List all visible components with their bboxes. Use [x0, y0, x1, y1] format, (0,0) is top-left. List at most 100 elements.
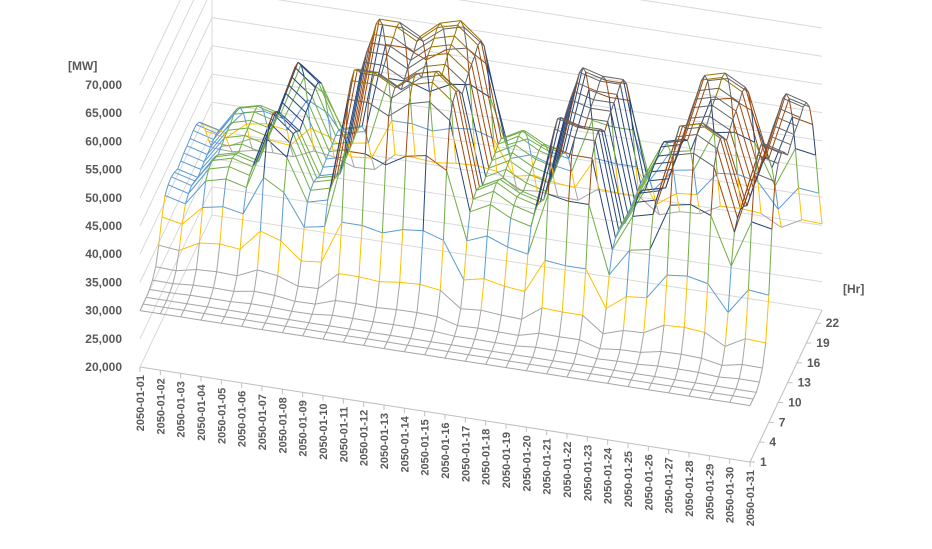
- surface-segment: [572, 155, 592, 158]
- surface-segment: [641, 333, 644, 353]
- surface-segment: [745, 339, 765, 343]
- surface-segment: [709, 393, 712, 400]
- surface-segment: [481, 310, 501, 315]
- surface-segment: [275, 295, 295, 301]
- surface-segment: [678, 369, 698, 372]
- surface-segment: [140, 311, 160, 314]
- surface-segment: [393, 325, 413, 328]
- surface-segment: [800, 107, 803, 117]
- x-tick-label: 2050-01-17: [460, 426, 472, 482]
- surface-segment: [390, 335, 410, 338]
- surface-segment: [539, 333, 559, 337]
- surface-segment: [587, 374, 590, 381]
- z-tick-label: 25,000: [85, 332, 122, 346]
- surface-segment: [309, 323, 329, 326]
- surface-segment: [730, 130, 750, 197]
- surface-segment: [576, 83, 596, 92]
- surface-segment: [174, 169, 177, 172]
- x-tick-label: 2050-01-31: [745, 470, 757, 526]
- surface-segment: [459, 91, 479, 187]
- x-tick-label: 2050-01-13: [379, 413, 391, 469]
- surface-segment: [179, 243, 199, 251]
- surface-segment: [672, 380, 675, 387]
- surface-segment: [448, 345, 451, 352]
- surface-segment: [464, 279, 484, 280]
- surface-segment: [336, 130, 339, 136]
- x-tick-label: 2050-01-03: [176, 381, 188, 437]
- surface-segment: [728, 79, 748, 93]
- surface-segment: [406, 104, 409, 157]
- surface-segment: [339, 222, 342, 273]
- surface-segment: [547, 367, 550, 374]
- surface-segment: [315, 301, 335, 305]
- surface-segment: [719, 377, 739, 379]
- surface-segment: [379, 19, 399, 22]
- surface-segment: [254, 270, 257, 291]
- surface-segment: [530, 364, 550, 367]
- surface-segment: [722, 365, 742, 366]
- surface-segment: [556, 337, 559, 351]
- surface-segment: [329, 144, 332, 152]
- surface-segment: [570, 371, 590, 374]
- surface-segment: [354, 70, 357, 71]
- surface-segment: [264, 178, 284, 193]
- surface-segment: [429, 102, 449, 121]
- surface-segment: [414, 313, 417, 328]
- surface-segment: [367, 339, 387, 342]
- surface-segment: [190, 131, 193, 139]
- surface-segment: [451, 36, 454, 45]
- surface-segment: [356, 277, 359, 304]
- surface-segment: [569, 201, 589, 204]
- surface-segment: [298, 261, 301, 286]
- surface-segment: [461, 280, 464, 309]
- z-tick-label: 60,000: [85, 134, 122, 148]
- surface-segment: [387, 342, 407, 345]
- y-tick-label: 10: [788, 396, 802, 410]
- surface-segment: [489, 351, 492, 358]
- surface-segment: [364, 339, 367, 346]
- x-tick-label: 2050-01-11: [338, 407, 350, 463]
- surface-segment: [295, 286, 298, 301]
- surface-segment: [242, 320, 245, 327]
- surface-segment: [456, 91, 459, 92]
- surface-segment: [181, 161, 201, 169]
- surface-segment: [522, 131, 542, 145]
- surface-segment: [190, 295, 210, 298]
- surface-segment: [530, 358, 533, 365]
- surface-segment: [709, 399, 729, 402]
- surface-segment: [536, 347, 556, 350]
- surface-segment: [605, 122, 608, 132]
- surface-segment: [603, 331, 623, 334]
- surface-segment: [451, 345, 471, 348]
- surface-segment: [251, 304, 271, 308]
- surface-segment: [201, 320, 221, 323]
- surface-segment: [164, 301, 167, 308]
- surface-segment: [608, 122, 628, 215]
- surface-segment: [171, 172, 174, 177]
- surface-segment: [176, 270, 196, 271]
- surface-segment: [422, 75, 442, 77]
- surface-segment: [655, 366, 658, 377]
- surface-segment: [694, 135, 697, 154]
- surface-segment: [727, 130, 730, 141]
- surface-segment: [182, 204, 185, 224]
- surface-segment: [467, 236, 487, 241]
- surface-segment: [231, 302, 251, 304]
- surface-segment: [221, 323, 241, 326]
- surface-segment: [199, 243, 219, 244]
- surface-segment: [242, 326, 262, 329]
- surface-segment: [433, 128, 453, 131]
- surface-segment: [382, 230, 402, 233]
- surface-segment: [387, 46, 390, 55]
- surface-segment: [322, 83, 342, 128]
- surface-segment: [342, 222, 362, 225]
- surface-segment: [617, 361, 637, 364]
- x-tick-label: 2050-01-04: [196, 384, 208, 441]
- surface-segment: [528, 139, 531, 155]
- surface-segment: [628, 380, 631, 387]
- surface-segment: [170, 284, 173, 293]
- surface-segment: [512, 346, 515, 355]
- x-tick-label: 2050-01-30: [725, 467, 737, 523]
- surface-segment: [716, 386, 736, 389]
